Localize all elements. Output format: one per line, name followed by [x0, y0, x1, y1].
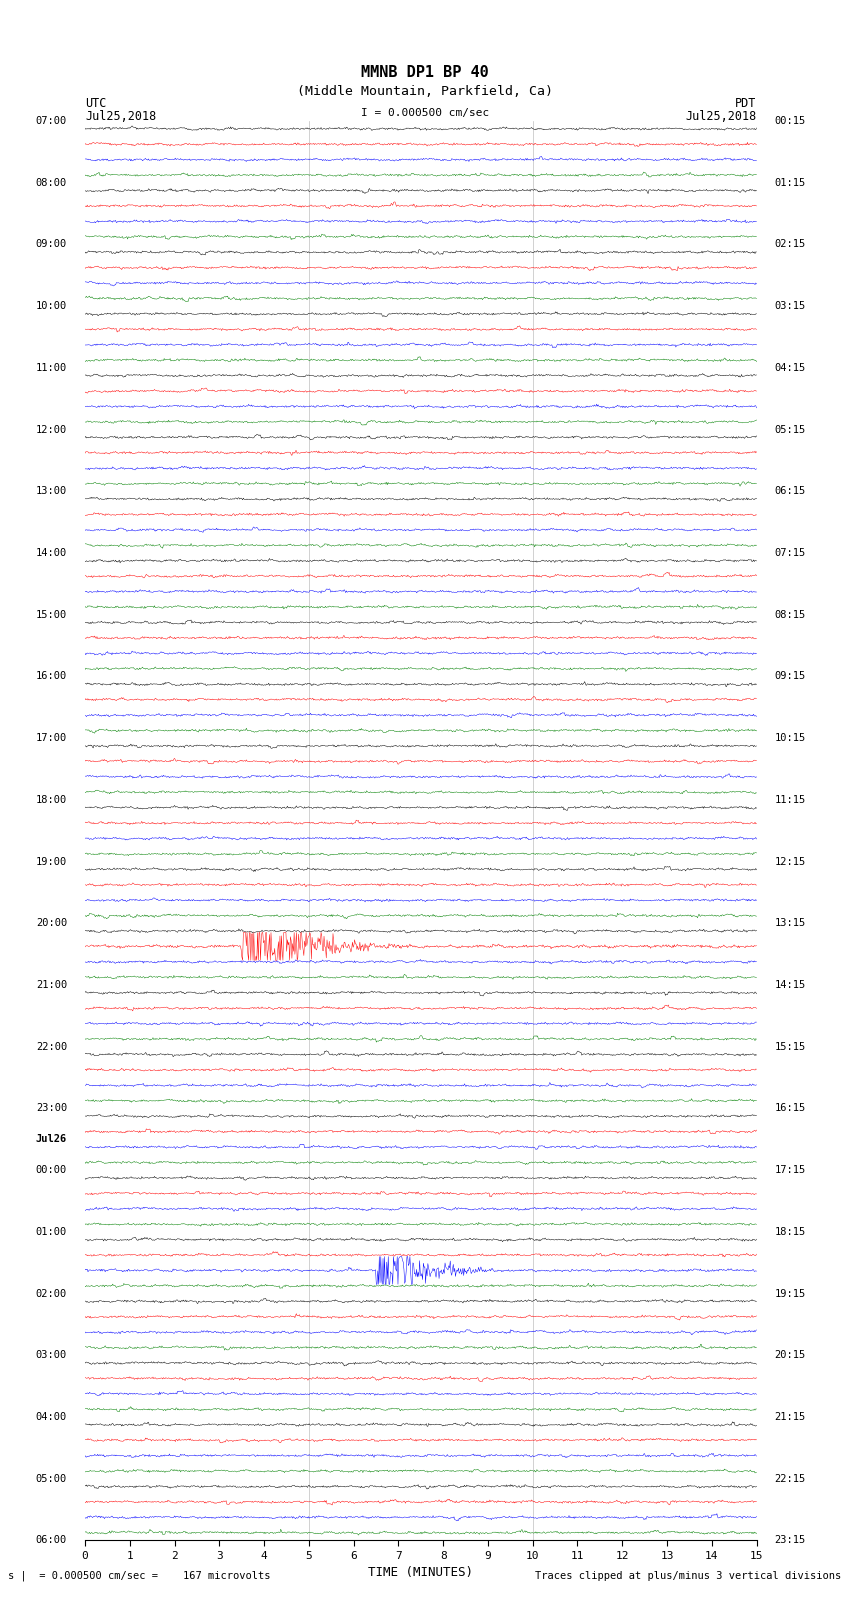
- Text: 23:15: 23:15: [774, 1536, 806, 1545]
- Text: s |  = 0.000500 cm/sec =    167 microvolts: s | = 0.000500 cm/sec = 167 microvolts: [8, 1569, 271, 1581]
- Text: 04:15: 04:15: [774, 363, 806, 373]
- Text: 19:15: 19:15: [774, 1289, 806, 1298]
- Text: 00:15: 00:15: [774, 116, 806, 126]
- Text: 08:15: 08:15: [774, 610, 806, 619]
- Text: 18:00: 18:00: [36, 795, 67, 805]
- Text: 23:00: 23:00: [36, 1103, 67, 1113]
- Text: 07:00: 07:00: [36, 116, 67, 126]
- Text: 12:00: 12:00: [36, 424, 67, 434]
- Text: 05:00: 05:00: [36, 1474, 67, 1484]
- Text: Jul25,2018: Jul25,2018: [85, 110, 156, 123]
- Text: 01:15: 01:15: [774, 177, 806, 187]
- Text: I = 0.000500 cm/sec: I = 0.000500 cm/sec: [361, 108, 489, 118]
- Text: 07:15: 07:15: [774, 548, 806, 558]
- Text: 12:15: 12:15: [774, 857, 806, 866]
- X-axis label: TIME (MINUTES): TIME (MINUTES): [368, 1566, 473, 1579]
- Text: 14:15: 14:15: [774, 981, 806, 990]
- Text: 17:00: 17:00: [36, 734, 67, 744]
- Text: 14:00: 14:00: [36, 548, 67, 558]
- Text: 11:15: 11:15: [774, 795, 806, 805]
- Text: 06:15: 06:15: [774, 486, 806, 497]
- Text: 02:15: 02:15: [774, 239, 806, 250]
- Text: 15:15: 15:15: [774, 1042, 806, 1052]
- Text: 08:00: 08:00: [36, 177, 67, 187]
- Text: 13:00: 13:00: [36, 486, 67, 497]
- Text: Traces clipped at plus/minus 3 vertical divisions: Traces clipped at plus/minus 3 vertical …: [536, 1571, 842, 1581]
- Text: 09:00: 09:00: [36, 239, 67, 250]
- Text: 20:15: 20:15: [774, 1350, 806, 1360]
- Text: UTC: UTC: [85, 97, 106, 110]
- Text: 05:15: 05:15: [774, 424, 806, 434]
- Text: 09:15: 09:15: [774, 671, 806, 681]
- Text: Jul26: Jul26: [36, 1134, 67, 1144]
- Text: 06:00: 06:00: [36, 1536, 67, 1545]
- Text: 21:15: 21:15: [774, 1411, 806, 1423]
- Text: 22:15: 22:15: [774, 1474, 806, 1484]
- Text: (Middle Mountain, Parkfield, Ca): (Middle Mountain, Parkfield, Ca): [297, 85, 553, 98]
- Text: MMNB DP1 BP 40: MMNB DP1 BP 40: [361, 65, 489, 79]
- Text: 11:00: 11:00: [36, 363, 67, 373]
- Text: 16:00: 16:00: [36, 671, 67, 681]
- Text: PDT: PDT: [735, 97, 756, 110]
- Text: 00:00: 00:00: [36, 1165, 67, 1176]
- Text: 02:00: 02:00: [36, 1289, 67, 1298]
- Text: 17:15: 17:15: [774, 1165, 806, 1176]
- Text: 15:00: 15:00: [36, 610, 67, 619]
- Text: 03:00: 03:00: [36, 1350, 67, 1360]
- Text: 01:00: 01:00: [36, 1227, 67, 1237]
- Text: 20:00: 20:00: [36, 918, 67, 927]
- Text: 04:00: 04:00: [36, 1411, 67, 1423]
- Text: 10:15: 10:15: [774, 734, 806, 744]
- Text: 03:15: 03:15: [774, 302, 806, 311]
- Text: 13:15: 13:15: [774, 918, 806, 927]
- Text: 18:15: 18:15: [774, 1227, 806, 1237]
- Text: 22:00: 22:00: [36, 1042, 67, 1052]
- Text: 16:15: 16:15: [774, 1103, 806, 1113]
- Text: 19:00: 19:00: [36, 857, 67, 866]
- Text: 10:00: 10:00: [36, 302, 67, 311]
- Text: Jul25,2018: Jul25,2018: [685, 110, 756, 123]
- Text: 21:00: 21:00: [36, 981, 67, 990]
